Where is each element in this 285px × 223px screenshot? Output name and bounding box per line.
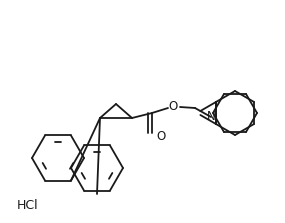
Text: N: N <box>207 111 215 124</box>
Text: HCl: HCl <box>17 199 39 212</box>
Text: O: O <box>168 101 178 114</box>
Text: O: O <box>156 130 166 142</box>
